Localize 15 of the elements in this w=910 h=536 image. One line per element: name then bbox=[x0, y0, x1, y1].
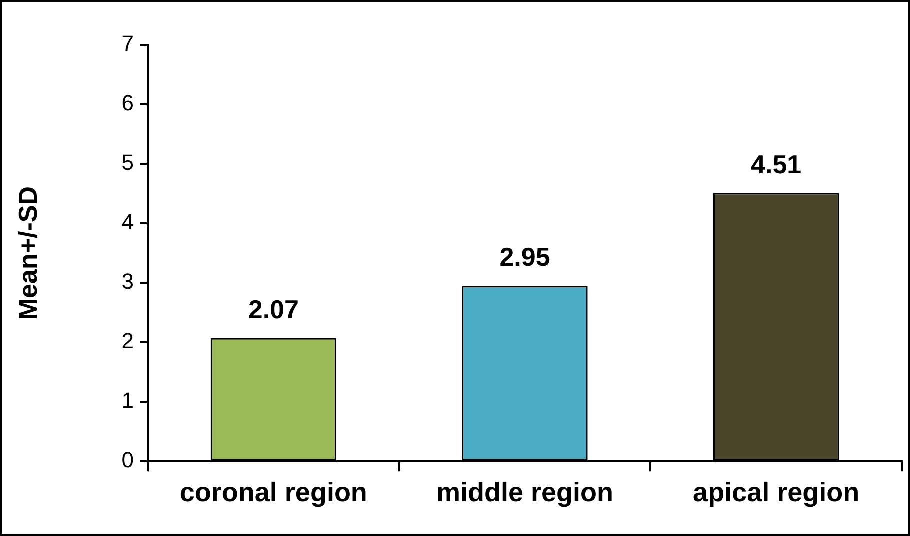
y-tick-label: 0 bbox=[122, 448, 134, 473]
y-tick-label: 5 bbox=[122, 150, 134, 176]
x-tick-label: apical region bbox=[693, 477, 860, 508]
x-tick-label: coronal region bbox=[180, 477, 368, 508]
y-axis-title: Mean+/-SD bbox=[12, 186, 43, 320]
y-tick-label: 7 bbox=[122, 31, 134, 56]
y-tick-label: 3 bbox=[122, 269, 134, 294]
y-tick-label: 6 bbox=[122, 90, 134, 116]
data-label: 2.95 bbox=[500, 242, 550, 272]
data-label: 2.07 bbox=[248, 294, 299, 325]
y-tick-label: 1 bbox=[122, 388, 134, 414]
y-tick-label: 4 bbox=[122, 210, 134, 235]
data-label: 4.51 bbox=[751, 149, 802, 180]
x-tick-label: middle region bbox=[436, 477, 614, 508]
y-tick-label: 2 bbox=[122, 328, 134, 354]
